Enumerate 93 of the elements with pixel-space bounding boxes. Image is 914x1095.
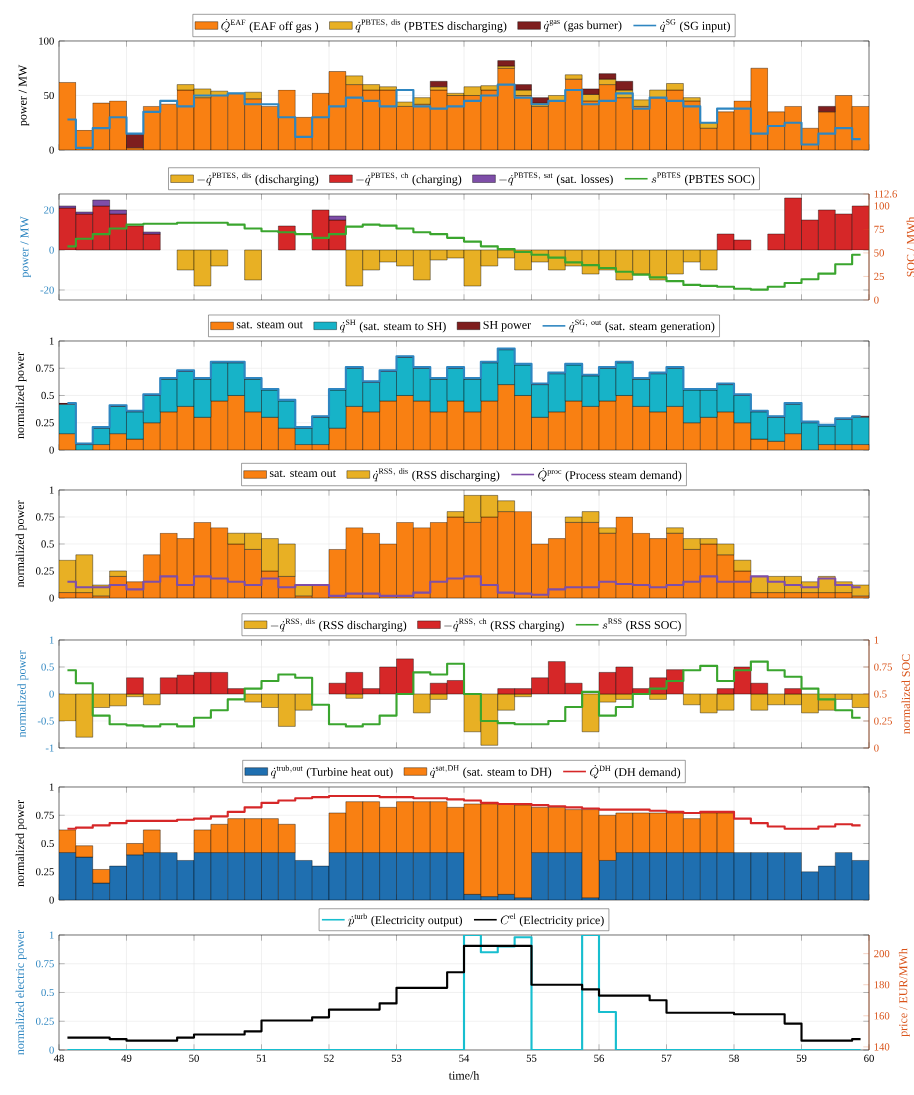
y2-tick-label: 140 xyxy=(874,1043,890,1051)
legend-label: $s^{\mathrm{PBTES}}\ \mbox{(PBTES SOC)}$ xyxy=(651,172,755,186)
legend-label: $C^{\mathrm{el}}\ \mbox{(Electricity price)}$ xyxy=(500,913,604,927)
x-tick-label: 49 xyxy=(121,1054,132,1062)
y2-tick-label: 0.5 xyxy=(874,690,887,698)
y2-tick-label: 200 xyxy=(874,950,890,958)
y-axis-title: normalized power xyxy=(15,800,27,887)
legend-label: $\dot{q}^{\mathrm{PBTES,\ dis}}\ \mbox{(PBTES discharging)}$ xyxy=(355,19,507,33)
y2-tick-label: 0.25 xyxy=(874,717,892,725)
y-tick-label: -0.5 xyxy=(37,717,54,725)
y2-tick-label: 75 xyxy=(874,225,884,233)
legend-label: $\dot{p}^{\mathrm{turb}}\ \mbox{(Electricity output)}$ xyxy=(347,913,462,927)
x-tick-label: 55 xyxy=(526,1054,537,1062)
y-tick-label: 20 xyxy=(44,206,54,214)
y-tick-label: 0.75 xyxy=(36,364,54,372)
y-tick-label: 0.75 xyxy=(36,513,54,521)
y-tick-label: -1 xyxy=(45,744,54,752)
x-tick-label: 50 xyxy=(189,1054,199,1062)
y-tick-label: 0.5 xyxy=(41,540,54,548)
y-tick-label: 0.5 xyxy=(41,839,54,848)
legend-label: $-\dot{q}^{\mathrm{PBTES,\ sat}}\ \mbox{(sat. losses)}$ xyxy=(499,172,613,186)
legend-label: $\dot{Q}^{\mathrm{EAF}}\ \mbox{(EAF off gas )}$ xyxy=(221,18,319,33)
y-tick-label: 0.25 xyxy=(36,868,54,876)
y-axis-title: normalized power xyxy=(15,500,27,588)
y-tick-label: 0.25 xyxy=(36,419,54,427)
y2-tick-label: 112.6 xyxy=(874,190,898,198)
legend-label: $\dot{Q}^{\mathrm{proc}}\ \mbox{(Process steam demand)}$ xyxy=(538,467,682,482)
x-tick-label: 48 xyxy=(53,1054,64,1062)
y-tick-label: 0.25 xyxy=(36,567,54,575)
y2-axis-title: normalized SOC xyxy=(901,654,910,734)
y2-tick-label: 0.75 xyxy=(874,663,892,671)
legend-label: $\dot{q}^{\mathrm{SG}}\ \mbox{(SG input)}$ xyxy=(660,19,730,33)
y2-tick-label: 100 xyxy=(874,202,890,210)
x-tick-label: 57 xyxy=(661,1054,672,1062)
legend-label: $-\dot{q}^{\mathrm{RSS,\ ch}}\ \mbox{(RSS charging)}$ xyxy=(444,618,564,632)
legend-label: SH power xyxy=(483,320,531,332)
y2-axis-title: SOC / MWh xyxy=(906,216,914,277)
legend-label: $\dot{q}^{\mathrm{trub,out}}\ \mbox{(Turbine heat out)}$ xyxy=(271,765,393,779)
legend-label: $-\dot{q}^{\mathrm{RSS,\ dis}}\ \mbox{(RSS discharging)}$ xyxy=(270,618,407,632)
y-tick-label: 0 xyxy=(49,594,54,602)
y2-tick-label: 180 xyxy=(874,981,890,989)
y-tick-label: 0.25 xyxy=(36,1017,54,1025)
legend-label: $s^{\mathrm{RSS}}\ \mbox{(RSS SOC)}$ xyxy=(602,618,681,632)
y2-axis-title: price / EUR/MWh xyxy=(898,948,910,1037)
x-tick-label: 58 xyxy=(729,1054,739,1062)
y2-tick-label: 160 xyxy=(874,1012,890,1020)
legend-label: $\dot{q}^{\mathrm{sat,DH}}\ \mbox{(sat. steam to DH)}$ xyxy=(430,765,552,779)
x-tick-label: 60 xyxy=(864,1054,874,1062)
y-tick-label: 0.5 xyxy=(41,391,54,400)
legend-label: $\dot{q}^{\mathrm{SH}}\ \mbox{(sat. steam to SH)}$ xyxy=(339,319,446,333)
y2-tick-label: 25 xyxy=(874,272,884,281)
y2-tick-label: 50 xyxy=(874,249,884,257)
x-tick-label: 56 xyxy=(594,1054,605,1062)
y-tick-label: 1 xyxy=(49,486,54,494)
y-tick-label: 0.75 xyxy=(36,960,54,968)
y2-tick-label: 0 xyxy=(874,744,879,752)
y-tick-label: 0.75 xyxy=(36,811,54,819)
y-tick-label: 0 xyxy=(49,146,54,154)
y-tick-label: 0 xyxy=(49,690,54,698)
legend-label: $\dot{q}^{\mathrm{gas}}\ \mbox{(gas burner)}$ xyxy=(543,19,622,32)
y-axis-title: power / MW xyxy=(18,64,30,126)
y-tick-label: 0 xyxy=(49,896,54,904)
x-tick-label: 53 xyxy=(391,1054,402,1062)
y-tick-label: 1 xyxy=(49,337,54,345)
x-axis-title: time/h xyxy=(448,1071,480,1080)
x-tick-label: 54 xyxy=(459,1054,470,1062)
y-tick-label: 0 xyxy=(49,1046,54,1054)
y-axis-title: power / MW xyxy=(20,216,31,278)
y-tick-label: 50 xyxy=(44,91,54,100)
legend-label: $-\dot{q}^{\mathrm{PBTES,\ dis}}\ \mbox{(discharging)}$ xyxy=(197,172,319,186)
y-tick-label: 1 xyxy=(49,636,54,644)
y-tick-label: 0.5 xyxy=(41,988,54,997)
y-tick-label: 1 xyxy=(49,931,54,939)
y2-tick-label: 0 xyxy=(874,296,879,304)
y2-tick-label: 1 xyxy=(874,636,879,644)
legend-label: $\dot{q}^{\mathrm{SG,\ out}}\ \mbox{(sat. steam generation)}$ xyxy=(569,319,715,333)
legend-label: $-\dot{q}^{\mathrm{PBTES,\ ch}}\ \mbox{(charging)}$ xyxy=(356,172,462,186)
y-tick-label: 0 xyxy=(49,246,54,254)
y-axis-title: normalized power xyxy=(17,650,29,738)
y-tick-label: 0.5 xyxy=(41,663,54,671)
legend-label: $\dot{q}^{\mathrm{RSS,\ dis}}\ \mbox{(RSS discharging)}$ xyxy=(373,468,500,482)
x-tick-label: 51 xyxy=(256,1054,267,1062)
y-tick-label: 0 xyxy=(49,446,54,454)
x-tick-label: 59 xyxy=(796,1054,807,1062)
legend-label: sat. steam out xyxy=(236,321,303,329)
y-axis-title: normalized power xyxy=(15,352,27,439)
y-axis-title: normalized electric power xyxy=(15,929,27,1055)
legend-label: $\dot{Q}^{\mathrm{DH}}\ \mbox{(DH demand)}$ xyxy=(590,764,681,779)
legend-label: sat. steam out xyxy=(269,470,336,478)
y-tick-label: 1 xyxy=(49,783,54,791)
x-tick-label: 52 xyxy=(324,1054,334,1062)
y-tick-label: -20 xyxy=(40,286,54,294)
y-tick-label: 100 xyxy=(39,37,54,45)
